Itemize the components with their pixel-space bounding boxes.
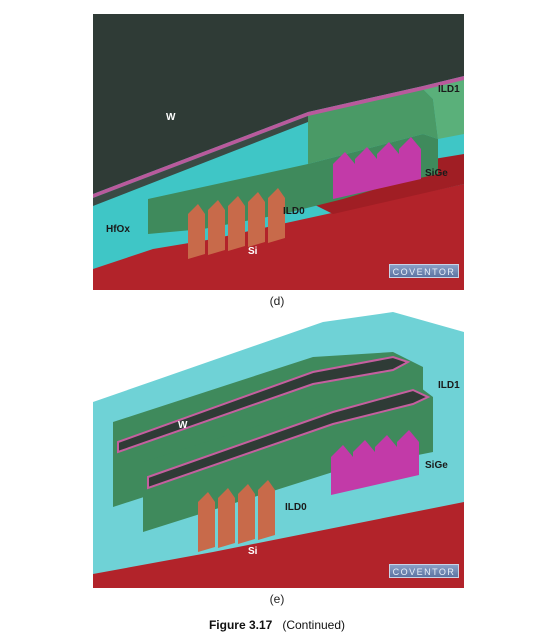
panel-d-image: W ILD1 SiGe HfOx ILD0 Si COVENTOR [93,14,464,290]
label-hfox: HfOx [106,224,130,235]
figure-number: Figure 3.17 [208,618,273,632]
liner-edge [93,76,464,198]
left-fins [198,480,275,552]
figure-caption: Figure 3.17 (Continued) [0,618,554,632]
sublabel-d: (d) [269,294,285,308]
label-ild0: ILD0 [283,206,305,217]
coventor-logo: COVENTOR [389,564,459,578]
sublabel-e: (e) [269,592,285,606]
label-ild0: ILD0 [285,502,307,513]
panel-e-image: W ILD1 SiGe ILD0 Si COVENTOR [93,312,464,588]
label-si: Si [248,246,258,257]
panel-e-render [93,312,464,588]
w-line-1 [117,355,411,454]
label-w: W [166,112,176,123]
label-si: Si [248,546,258,557]
label-ild1: ILD1 [438,380,460,391]
coventor-logo: COVENTOR [389,264,459,278]
label-w: W [178,420,188,431]
right-fins [331,430,419,495]
si-substrate [93,502,464,588]
label-ild1: ILD1 [438,84,460,95]
tungsten-cap [93,14,464,194]
caption-note: (Continued) [282,618,346,632]
panel-d-render [93,14,464,290]
label-sige: SiGe [425,460,448,471]
ild-line-2 [143,382,433,532]
w-line-2 [147,388,431,490]
label-sige: SiGe [425,168,448,179]
left-fins [188,188,285,259]
right-fins [333,137,421,199]
